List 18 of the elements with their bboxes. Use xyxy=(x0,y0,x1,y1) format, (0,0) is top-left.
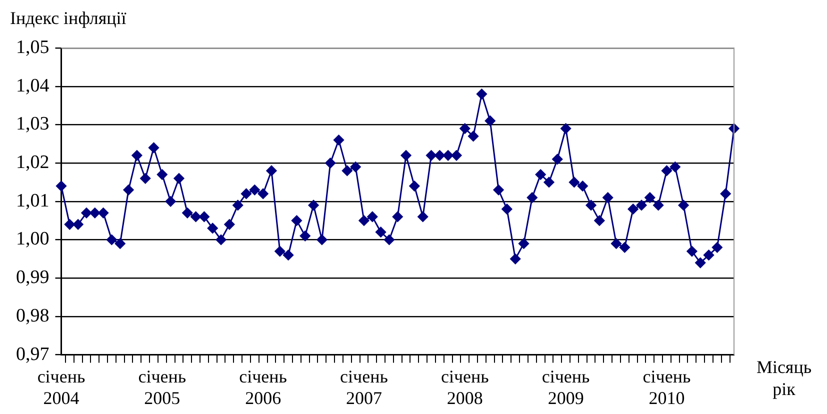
x-tick-label: січень 2007 xyxy=(340,366,388,408)
y-tick-label: 1,04 xyxy=(16,75,50,96)
x-axis-title: Місяць рік xyxy=(755,356,813,400)
x-tick-label: січень 2004 xyxy=(37,366,86,408)
y-axis-title: Індекс інфляції xyxy=(10,8,126,29)
x-tick-label: січень 2005 xyxy=(138,366,186,408)
y-tick-label: 1,01 xyxy=(16,190,50,212)
x-tick-label: січень 2008 xyxy=(440,366,489,408)
y-tick-label: 1,02 xyxy=(16,152,50,174)
y-tick-label: 0,97 xyxy=(16,344,50,365)
y-tick-label: 0,98 xyxy=(16,305,50,326)
x-tick-label: січень 2010 xyxy=(642,366,691,408)
x-tick-label: січень 2009 xyxy=(542,366,590,408)
y-tick-label: 0,99 xyxy=(16,267,50,288)
y-tick-label: 1,05 xyxy=(16,36,50,58)
y-tick-label: 1,00 xyxy=(16,228,50,250)
x-tick-label: січень 2006 xyxy=(239,366,288,408)
y-tick-label: 1,03 xyxy=(16,114,50,135)
